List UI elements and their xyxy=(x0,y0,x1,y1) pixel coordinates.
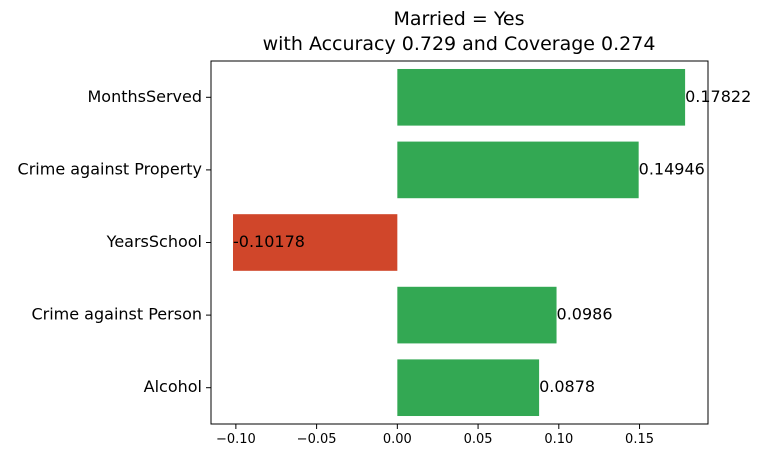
bar-value-label-1: 0.14946 xyxy=(639,159,705,178)
category-label-4: Alcohol xyxy=(144,377,202,396)
bar-3 xyxy=(397,286,557,344)
x-tick-label-3: 0.05 xyxy=(464,432,493,447)
bar-value-label-3: 0.0986 xyxy=(557,305,613,324)
x-tick-label-2: 0.00 xyxy=(383,432,412,447)
chart-title-line1: Married = Yes xyxy=(393,8,524,30)
chart-title-line2: with Accuracy 0.729 and Coverage 0.274 xyxy=(263,33,656,55)
x-axis-ticks: −0.10 −0.05 0.00 0.05 0.10 0.15 xyxy=(216,424,654,447)
category-label-3: Crime against Person xyxy=(31,305,202,324)
x-tick-label-4: 0.10 xyxy=(544,432,573,447)
bar-0 xyxy=(397,68,686,126)
category-labels: MonthsServed Crime against Property YearsS… xyxy=(18,87,211,396)
x-tick-label-5: 0.15 xyxy=(625,432,654,447)
x-tick-label-0: −0.10 xyxy=(216,432,256,447)
bar-4 xyxy=(397,359,540,417)
bars-layer: 0.17822 0.14946 -0.10178 0.0986 0.0878 xyxy=(232,68,751,417)
category-label-2: YearsSchool xyxy=(106,232,202,251)
bar-value-label-0: 0.17822 xyxy=(685,87,751,106)
x-tick-label-1: −0.05 xyxy=(297,432,337,447)
bar-2 xyxy=(232,214,398,271)
bar-value-label-2: -0.10178 xyxy=(233,232,305,251)
category-label-1: Crime against Property xyxy=(18,159,202,178)
category-label-0: MonthsServed xyxy=(87,87,202,106)
bar-1 xyxy=(397,141,639,199)
bar-value-label-4: 0.0878 xyxy=(539,377,595,396)
